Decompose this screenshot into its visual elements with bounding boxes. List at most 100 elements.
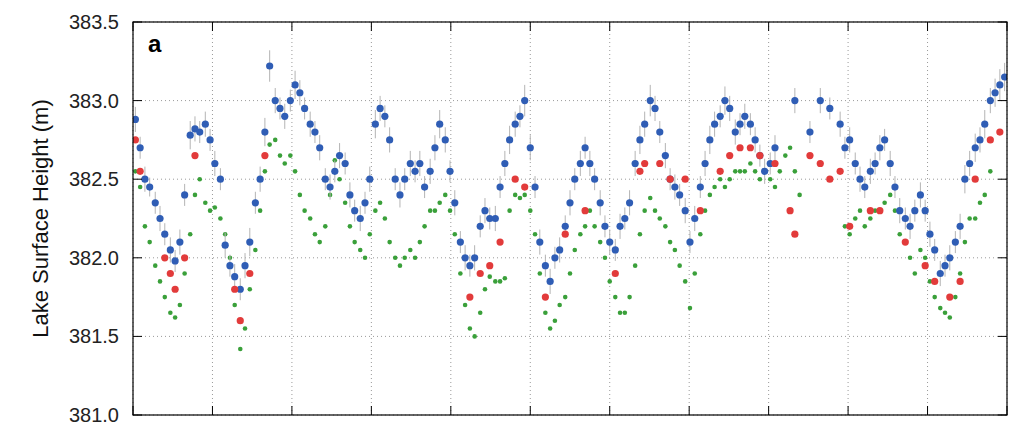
tick	[371, 406, 372, 415]
point	[141, 176, 148, 183]
point	[566, 199, 573, 206]
point	[361, 199, 368, 206]
point	[158, 279, 163, 284]
point	[521, 97, 528, 104]
point	[736, 121, 743, 128]
point	[457, 238, 464, 245]
grid-line	[133, 100, 1007, 101]
point	[688, 306, 693, 311]
point	[691, 215, 698, 222]
point	[466, 294, 473, 301]
point	[252, 199, 259, 206]
point	[682, 176, 689, 183]
point	[512, 121, 519, 128]
point	[287, 97, 294, 104]
point	[337, 177, 342, 182]
point	[182, 271, 187, 276]
point	[613, 295, 618, 300]
point	[837, 168, 844, 175]
point	[133, 136, 139, 143]
point	[906, 223, 913, 230]
point	[556, 246, 563, 253]
point	[446, 168, 453, 175]
point	[973, 216, 978, 221]
point	[598, 240, 603, 245]
point	[947, 315, 952, 320]
point	[733, 169, 738, 174]
point	[213, 205, 218, 210]
point	[961, 176, 968, 183]
point	[501, 160, 508, 167]
point	[357, 215, 364, 222]
point	[946, 294, 953, 301]
tick	[371, 22, 372, 31]
point	[641, 121, 648, 128]
point	[458, 271, 463, 276]
point	[987, 136, 994, 143]
point	[976, 136, 983, 143]
point	[451, 199, 458, 206]
point	[563, 295, 568, 300]
point	[932, 295, 937, 300]
point	[506, 136, 513, 143]
point	[616, 223, 623, 230]
point	[232, 303, 237, 308]
point	[957, 278, 964, 285]
point	[978, 200, 983, 205]
grid-line	[133, 257, 1007, 258]
point	[471, 254, 478, 261]
y-tick-label: 382.5	[69, 168, 119, 190]
point	[683, 279, 688, 284]
point	[317, 240, 322, 245]
point	[773, 185, 778, 190]
point	[671, 183, 678, 190]
point	[478, 311, 483, 316]
y-axis-label: Lake Surface Height (m)	[28, 99, 53, 337]
point	[826, 105, 833, 112]
point	[173, 315, 178, 320]
point	[972, 144, 979, 151]
point	[712, 185, 717, 190]
point	[867, 207, 874, 214]
point	[343, 200, 348, 205]
grid-line	[212, 22, 213, 415]
point	[642, 208, 647, 213]
point	[202, 121, 209, 128]
point	[238, 347, 243, 352]
point	[533, 232, 538, 237]
point	[443, 193, 448, 198]
point	[172, 286, 179, 293]
point	[422, 224, 427, 229]
point	[313, 232, 318, 237]
point	[858, 208, 863, 213]
point	[888, 193, 893, 198]
point	[146, 183, 153, 190]
point	[437, 200, 442, 205]
point	[668, 240, 673, 245]
point	[756, 152, 763, 159]
point	[987, 97, 994, 104]
point	[732, 128, 739, 135]
tick	[291, 22, 292, 31]
point	[922, 262, 929, 269]
tick	[848, 406, 849, 415]
point	[911, 207, 918, 214]
point	[551, 254, 558, 261]
grid-line	[927, 22, 928, 415]
point	[727, 177, 732, 182]
point	[663, 224, 668, 229]
point	[943, 311, 948, 316]
point	[383, 216, 388, 221]
point	[896, 207, 903, 214]
grid-line	[609, 22, 610, 415]
grid-line	[133, 336, 1007, 337]
point	[717, 168, 724, 175]
point	[607, 279, 612, 284]
point	[188, 232, 193, 237]
point	[231, 286, 238, 293]
point	[302, 208, 307, 213]
point	[753, 169, 758, 174]
point	[167, 270, 174, 277]
point	[788, 145, 793, 150]
tick	[450, 22, 451, 31]
